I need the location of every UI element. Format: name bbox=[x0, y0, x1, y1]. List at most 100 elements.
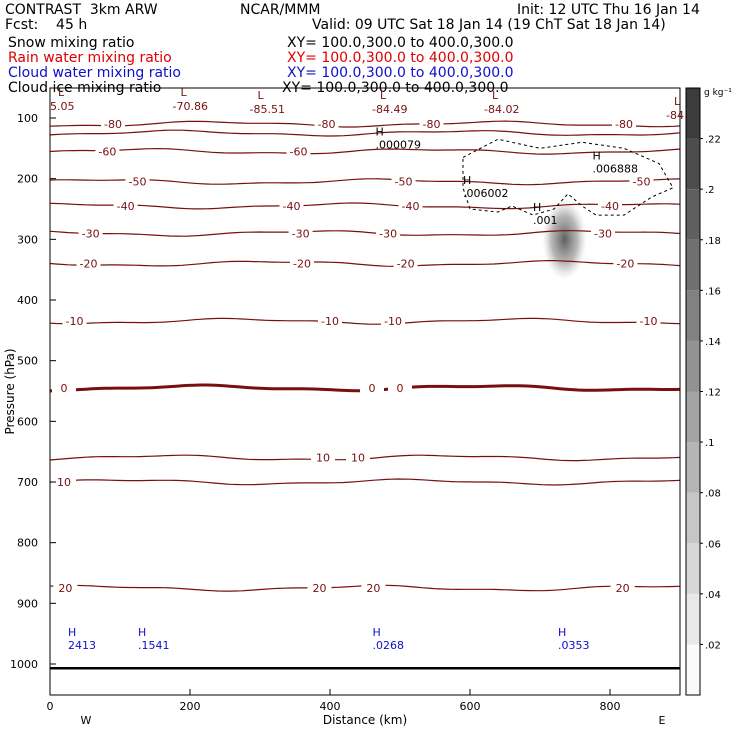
colorbar-bin bbox=[686, 88, 700, 139]
low-marker: L bbox=[492, 89, 499, 102]
temperature-contour-10 bbox=[50, 478, 680, 486]
x-tick-label: 200 bbox=[180, 700, 201, 713]
colorbar-bin bbox=[686, 290, 700, 341]
y-tick-label: 800 bbox=[17, 537, 38, 550]
contour-label: 0 bbox=[369, 382, 376, 395]
contour-label-bg bbox=[290, 257, 314, 270]
contour-label: -60 bbox=[98, 145, 116, 158]
contour-label-bg bbox=[381, 315, 405, 328]
ice-high-label: .001 bbox=[533, 214, 558, 227]
y-tick-label: 700 bbox=[17, 476, 38, 489]
x-east-label: E bbox=[659, 714, 666, 727]
colorbar-bin bbox=[686, 391, 700, 443]
legend-rain-xy: XY= 100.0,300.0 to 400.0,300.0 bbox=[287, 50, 514, 66]
temperature-contour--10 bbox=[50, 317, 680, 325]
temperature-contour--30 bbox=[50, 230, 680, 237]
colorbar-bin bbox=[686, 138, 700, 190]
contour-label: -10 bbox=[640, 315, 658, 328]
legend-cloud-water-label: Cloud water mixing ratio bbox=[8, 65, 181, 81]
y-tick-label: 900 bbox=[17, 597, 38, 610]
model-center-label: NCAR/MMM bbox=[240, 2, 321, 18]
ice-high-label: .006888 bbox=[593, 163, 639, 176]
colorbar-bin bbox=[686, 239, 700, 291]
y-tick-label: 100 bbox=[17, 112, 38, 125]
x-tick-label: 400 bbox=[320, 700, 341, 713]
legend-snow-xy: XY= 100.0,300.0 to 400.0,300.0 bbox=[287, 35, 514, 51]
contour-label-bg bbox=[613, 257, 638, 270]
contour-label-bg bbox=[419, 118, 444, 131]
contour-label: -30 bbox=[82, 227, 100, 240]
ice-high-label: .000079 bbox=[376, 138, 422, 151]
contour-label: 20 bbox=[366, 582, 380, 595]
contour-label-bg bbox=[598, 199, 622, 212]
y-axis-title: Pressure (hPa) bbox=[3, 348, 17, 434]
contour-label: -20 bbox=[293, 258, 311, 271]
x-tick-label: 0 bbox=[47, 700, 54, 713]
contour-label: 20 bbox=[616, 582, 630, 595]
contour-label-bg bbox=[612, 118, 636, 131]
contour-label-bg bbox=[311, 451, 335, 464]
contour-label-bg bbox=[591, 227, 615, 240]
contour-label: -30 bbox=[379, 227, 397, 240]
ice-high-marker: H bbox=[593, 150, 601, 163]
cloud-water-high-label: .0353 bbox=[558, 639, 590, 652]
y-tick-label: 200 bbox=[17, 173, 38, 186]
low-value-label: 5.05 bbox=[50, 100, 75, 113]
contour-label-bg bbox=[398, 199, 423, 212]
contour-label: 20 bbox=[313, 582, 327, 595]
colorbar-tick-label: .22 bbox=[705, 135, 721, 146]
contour-label: 10 bbox=[316, 452, 330, 465]
plot-title: CONTRAST 3km ARW bbox=[5, 2, 158, 18]
contour-label-bg bbox=[78, 227, 103, 240]
contour-label: -20 bbox=[616, 258, 634, 271]
contour-label-bg bbox=[101, 118, 125, 131]
y-tick-label: 500 bbox=[17, 355, 38, 368]
colorbar-tick-label: .18 bbox=[705, 236, 721, 247]
colorbar-tick-label: .08 bbox=[705, 489, 721, 500]
contour-label: -10 bbox=[66, 315, 84, 328]
legend-rain-label: Rain water mixing ratio bbox=[8, 50, 172, 66]
contour-label-bg bbox=[318, 315, 342, 328]
temperature-contour--80 bbox=[50, 120, 680, 128]
colorbar-tick-label: .02 bbox=[705, 640, 721, 651]
contour-label-bg bbox=[314, 118, 339, 131]
low-marker: L bbox=[258, 89, 265, 102]
contour-label-bg bbox=[279, 199, 304, 212]
contour-label: -20 bbox=[397, 258, 415, 271]
ice-high-label: .006002 bbox=[463, 187, 509, 200]
temperature-contour--50 bbox=[50, 178, 680, 186]
contour-label-bg bbox=[376, 227, 401, 240]
ice-high-marker: H bbox=[463, 174, 471, 187]
contour-label: -50 bbox=[633, 176, 651, 189]
low-marker: L bbox=[674, 95, 681, 108]
contour-label: 10 bbox=[57, 476, 71, 489]
contour-label-bg bbox=[76, 257, 101, 270]
low-marker: L bbox=[58, 86, 65, 99]
contour-label: -40 bbox=[601, 200, 619, 213]
contour-label: -80 bbox=[423, 118, 441, 131]
colorbar-tick-label: .1 bbox=[705, 438, 715, 449]
contour-label-bg bbox=[629, 175, 654, 188]
cloud-water-high-label: .0268 bbox=[373, 639, 405, 652]
contour-label-bg bbox=[307, 582, 332, 595]
contour-label: -80 bbox=[318, 118, 336, 131]
contour-label-bg bbox=[610, 582, 635, 595]
contour-label-bg bbox=[391, 175, 416, 188]
contour-label-bg bbox=[360, 381, 384, 394]
colorbar-bin bbox=[686, 492, 700, 544]
cloud-water-high-label: .1541 bbox=[138, 639, 170, 652]
contour-label: 20 bbox=[58, 582, 72, 595]
init-time: Init: 12 UTC Thu 16 Jan 14 bbox=[517, 2, 700, 18]
temperature-contour--70 bbox=[50, 129, 680, 137]
contour-label: -80 bbox=[104, 118, 122, 131]
x-west-label: W bbox=[81, 714, 92, 727]
ice-high-marker: H bbox=[533, 201, 541, 214]
cloud-water-high-marker: H bbox=[68, 626, 76, 639]
x-tick-label: 600 bbox=[460, 700, 481, 713]
low-marker: L bbox=[380, 89, 387, 102]
colorbar-bin bbox=[686, 543, 700, 594]
valid-time: Valid: 09 UTC Sat 18 Jan 14 (19 ChT Sat … bbox=[312, 17, 666, 33]
colorbar-tick-label: .16 bbox=[705, 286, 721, 297]
low-value-label: -84.02 bbox=[484, 103, 519, 116]
low-value-label: -70.86 bbox=[173, 100, 208, 113]
